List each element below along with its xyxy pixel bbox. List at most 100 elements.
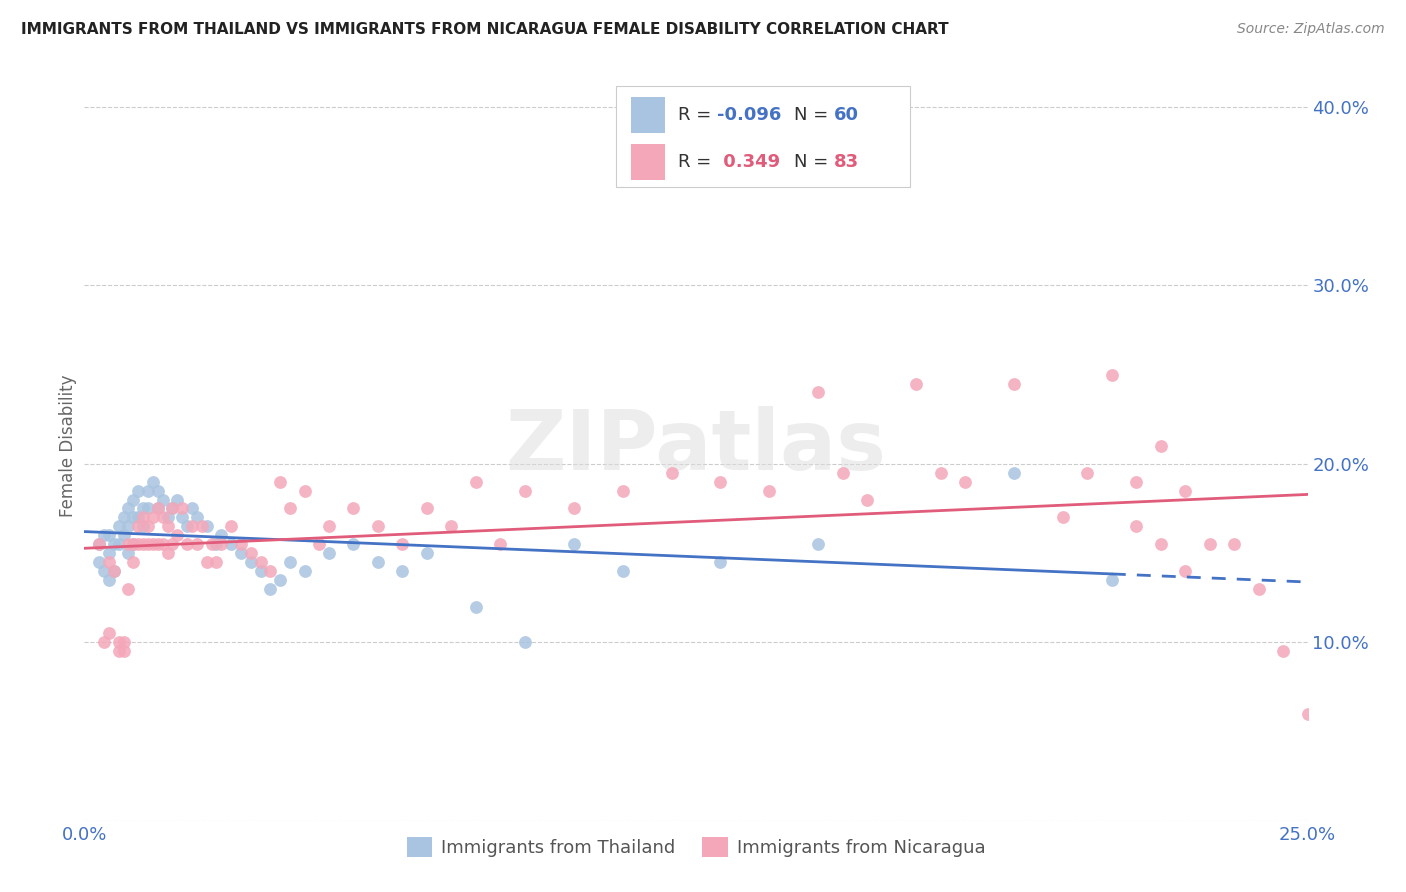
Point [97,546,120,560]
Point [612,483,634,498]
Text: IMMIGRANTS FROM THAILAND VS IMMIGRANTS FROM NICARAGUA FEMALE DISABILITY CORRELAT: IMMIGRANTS FROM THAILAND VS IMMIGRANTS F… [21,22,949,37]
Point [122,537,145,551]
Point [1125,519,1147,533]
Point [513,635,536,649]
Point [181,501,204,516]
Point [278,555,301,569]
Point [186,510,208,524]
Point [709,555,731,569]
Point [1125,475,1147,489]
Point [367,555,389,569]
Point [200,537,222,551]
Point [103,564,125,578]
Point [122,510,145,524]
Point [416,546,439,560]
Point [1150,537,1173,551]
Point [416,501,439,516]
Point [97,555,120,569]
Point [269,475,291,489]
Point [239,546,262,560]
Point [929,466,952,480]
Point [1101,368,1123,382]
Y-axis label: Female Disability: Female Disability [59,375,77,517]
Point [136,483,159,498]
Point [117,519,139,533]
Point [391,564,413,578]
Point [103,537,125,551]
Point [856,492,879,507]
Point [229,537,252,551]
Point [136,501,159,516]
Point [146,483,169,498]
Point [97,528,120,542]
Point [342,501,364,516]
Text: Source: ZipAtlas.com: Source: ZipAtlas.com [1237,22,1385,37]
Point [269,573,291,587]
Point [1101,573,1123,587]
Point [342,537,364,551]
Point [103,564,125,578]
Point [807,537,830,551]
Point [142,510,165,524]
Point [146,537,169,551]
Point [229,546,252,560]
Point [132,537,155,551]
Point [146,501,169,516]
Point [107,519,129,533]
Point [259,564,281,578]
Point [367,519,389,533]
Point [107,537,129,551]
Point [117,537,139,551]
FancyBboxPatch shape [631,96,665,133]
Point [152,510,174,524]
Point [758,483,780,498]
Point [489,537,512,551]
Point [191,519,214,533]
Point [112,644,135,658]
Point [1002,376,1025,391]
Point [162,537,184,551]
Point [661,466,683,480]
Point [93,635,115,649]
Text: ZIPatlas: ZIPatlas [506,406,886,486]
Point [209,528,232,542]
Point [249,564,271,578]
Point [136,519,159,533]
Point [1296,706,1319,721]
Point [166,528,188,542]
Point [162,501,184,516]
Point [93,564,115,578]
Point [294,564,316,578]
Point [146,501,169,516]
Point [1272,644,1295,658]
Point [278,501,301,516]
Point [440,519,463,533]
Point [156,546,179,560]
Point [97,573,120,587]
Text: 83: 83 [834,153,859,171]
Point [117,546,139,560]
Text: R =: R = [678,153,717,171]
Point [136,537,159,551]
Legend: Immigrants from Thailand, Immigrants from Nicaragua: Immigrants from Thailand, Immigrants fro… [399,830,993,864]
Point [107,644,129,658]
Point [205,555,228,569]
Point [513,483,536,498]
Point [122,492,145,507]
Point [117,582,139,596]
Point [112,510,135,524]
Point [152,537,174,551]
Point [612,564,634,578]
Point [132,519,155,533]
Point [156,510,179,524]
Point [905,376,928,391]
Point [142,475,165,489]
Point [1174,483,1197,498]
Point [318,546,340,560]
Text: -0.096: -0.096 [717,105,782,124]
Point [112,528,135,542]
Point [97,626,120,640]
Point [195,519,218,533]
Point [127,483,149,498]
Point [464,475,486,489]
